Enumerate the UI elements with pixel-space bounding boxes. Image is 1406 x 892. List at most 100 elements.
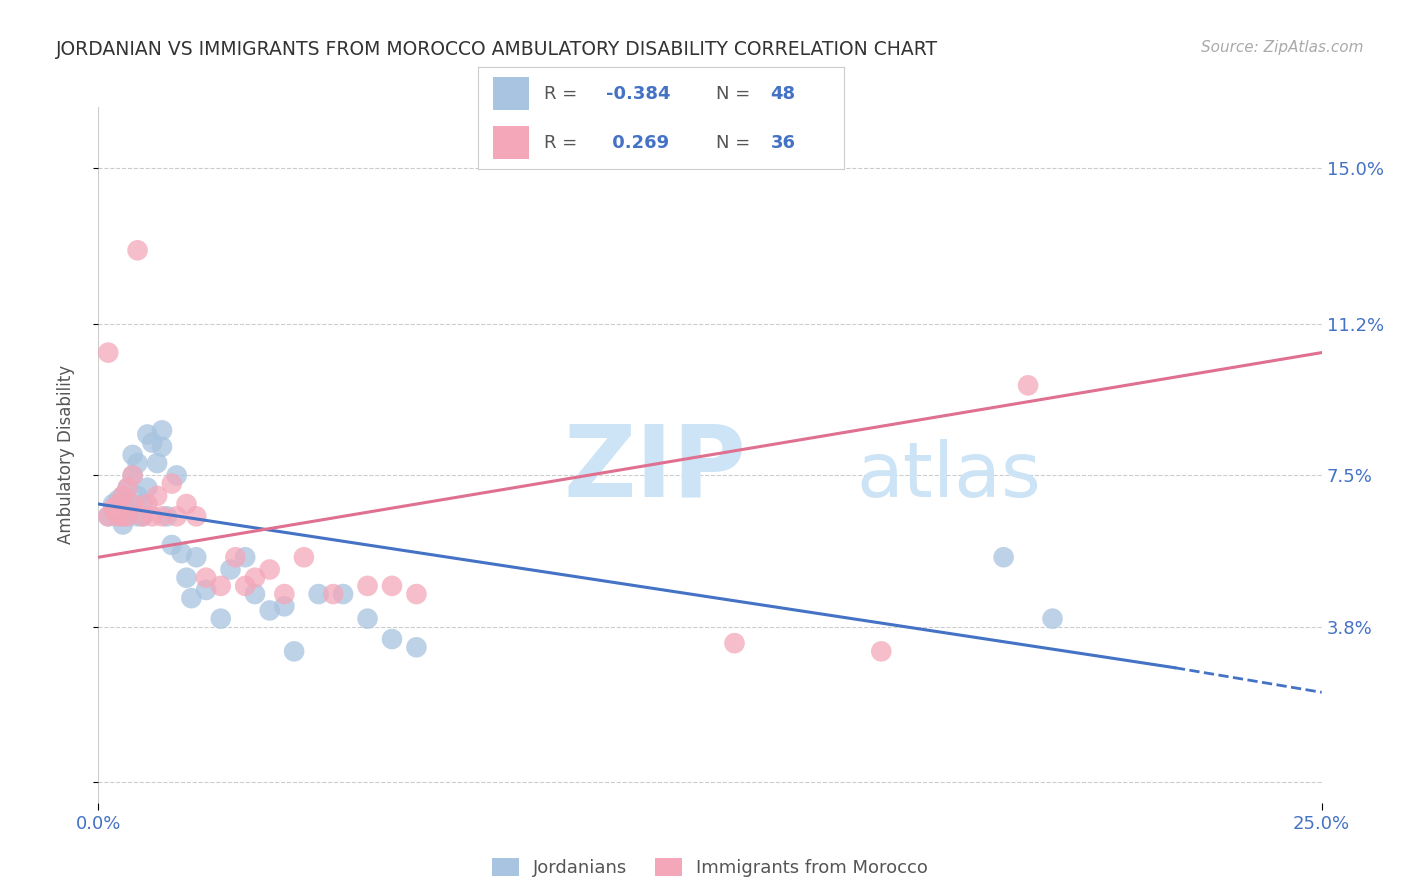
- Point: [111, 489, 134, 503]
- Point: [233, 579, 256, 593]
- Point: [141, 509, 163, 524]
- Point: [136, 497, 159, 511]
- Text: N =: N =: [716, 134, 755, 152]
- Point: [308, 587, 330, 601]
- Point: [101, 505, 124, 519]
- Text: ZIP: ZIP: [564, 420, 747, 517]
- Point: [166, 468, 188, 483]
- Point: [356, 612, 378, 626]
- Point: [141, 435, 163, 450]
- Point: [160, 538, 183, 552]
- Point: [381, 579, 404, 593]
- Point: [209, 579, 232, 593]
- Point: [166, 509, 188, 524]
- Point: [121, 468, 143, 483]
- Text: JORDANIAN VS IMMIGRANTS FROM MOROCCO AMBULATORY DISABILITY CORRELATION CHART: JORDANIAN VS IMMIGRANTS FROM MOROCCO AMB…: [56, 40, 938, 59]
- Point: [180, 591, 202, 606]
- Point: [127, 244, 149, 258]
- Point: [195, 582, 218, 597]
- Point: [146, 456, 169, 470]
- Point: [150, 509, 173, 524]
- Point: [107, 497, 129, 511]
- Point: [224, 550, 246, 565]
- Point: [127, 456, 149, 470]
- Point: [111, 501, 134, 516]
- Point: [121, 497, 143, 511]
- Point: [332, 587, 354, 601]
- Point: [723, 636, 745, 650]
- Point: [292, 550, 315, 565]
- Point: [117, 509, 139, 524]
- Point: [136, 427, 159, 442]
- FancyBboxPatch shape: [492, 127, 529, 159]
- Point: [111, 489, 134, 503]
- Point: [273, 587, 295, 601]
- Point: [117, 481, 139, 495]
- Text: -0.384: -0.384: [606, 85, 671, 103]
- Y-axis label: Ambulatory Disability: Ambulatory Disability: [56, 366, 75, 544]
- Point: [405, 587, 427, 601]
- Point: [186, 550, 208, 565]
- Point: [176, 497, 198, 511]
- Text: Source: ZipAtlas.com: Source: ZipAtlas.com: [1201, 40, 1364, 55]
- Point: [273, 599, 295, 614]
- Point: [97, 509, 120, 524]
- Point: [107, 501, 129, 516]
- Point: [322, 587, 344, 601]
- Point: [131, 509, 153, 524]
- Text: R =: R =: [544, 85, 583, 103]
- Point: [870, 644, 893, 658]
- Point: [176, 571, 198, 585]
- Point: [283, 644, 305, 658]
- Text: 0.269: 0.269: [606, 134, 669, 152]
- Point: [243, 571, 266, 585]
- Point: [160, 476, 183, 491]
- FancyBboxPatch shape: [492, 78, 529, 110]
- Point: [259, 562, 281, 576]
- Text: 36: 36: [770, 134, 796, 152]
- Point: [186, 509, 208, 524]
- Point: [121, 468, 143, 483]
- Point: [1042, 612, 1064, 626]
- Point: [127, 489, 149, 503]
- Text: R =: R =: [544, 134, 583, 152]
- Text: N =: N =: [716, 85, 755, 103]
- Point: [117, 509, 139, 524]
- Point: [405, 640, 427, 655]
- Point: [117, 481, 139, 495]
- Point: [111, 509, 134, 524]
- Point: [170, 546, 193, 560]
- Point: [107, 509, 129, 524]
- Point: [1017, 378, 1039, 392]
- Point: [97, 345, 120, 359]
- Point: [111, 509, 134, 524]
- Point: [219, 562, 242, 576]
- Point: [136, 481, 159, 495]
- Point: [150, 423, 173, 437]
- Point: [356, 579, 378, 593]
- Point: [107, 492, 129, 507]
- Point: [101, 497, 124, 511]
- Point: [121, 448, 143, 462]
- Point: [107, 509, 129, 524]
- Point: [127, 509, 149, 524]
- Point: [117, 497, 139, 511]
- Point: [131, 509, 153, 524]
- Point: [209, 612, 232, 626]
- Legend: Jordanians, Immigrants from Morocco: Jordanians, Immigrants from Morocco: [485, 850, 935, 884]
- Point: [146, 489, 169, 503]
- Point: [195, 571, 218, 585]
- Point: [156, 509, 179, 524]
- Point: [101, 501, 124, 516]
- Point: [993, 550, 1015, 565]
- Point: [131, 497, 153, 511]
- Point: [259, 603, 281, 617]
- Point: [243, 587, 266, 601]
- Point: [111, 517, 134, 532]
- Text: 48: 48: [770, 85, 796, 103]
- Point: [150, 440, 173, 454]
- Point: [233, 550, 256, 565]
- Text: atlas: atlas: [856, 439, 1042, 513]
- Point: [381, 632, 404, 646]
- Point: [97, 509, 120, 524]
